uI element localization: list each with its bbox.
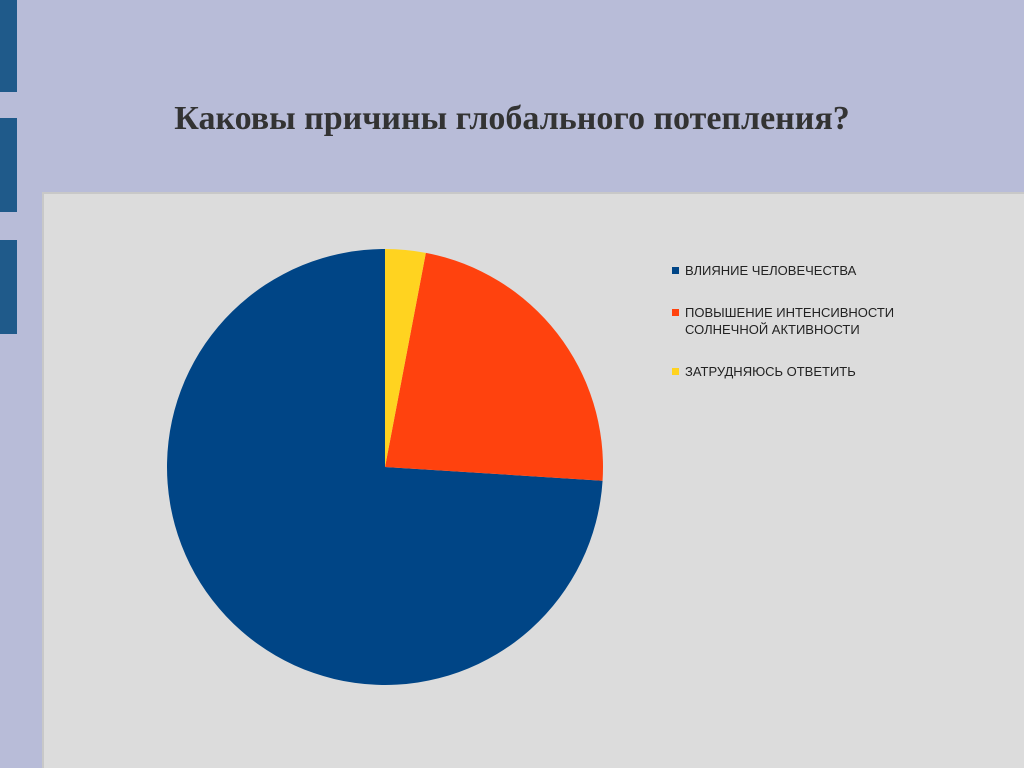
legend-item: ЗАТРУДНЯЮСЬ ОТВЕТИТЬ (672, 363, 912, 380)
side-bar (0, 240, 17, 334)
pie-slice (385, 249, 426, 467)
legend-label: ПОВЫШЕНИЕ ИНТЕНСИВНОСТИ СОЛНЕЧНОЙ АКТИВН… (685, 305, 895, 337)
chart-title: Каковы причины глобального потепления? (174, 100, 850, 137)
pie-slice (385, 252, 603, 481)
legend-swatch (672, 309, 679, 316)
legend-item: ВЛИЯНИЕ ЧЕЛОВЕЧЕСТВА (672, 262, 912, 279)
legend-swatch (672, 368, 679, 375)
pie-slice (166, 249, 603, 685)
legend: ВЛИЯНИЕ ЧЕЛОВЕЧЕСТВА ПОВЫШЕНИЕ ИНТЕНСИВНО… (672, 262, 912, 405)
legend-item: ПОВЫШЕНИЕ ИНТЕНСИВНОСТИ СОЛНЕЧНОЙ АКТИВН… (672, 304, 912, 338)
side-bar (0, 0, 17, 92)
legend-label: ВЛИЯНИЕ ЧЕЛОВЕЧЕСТВА (685, 263, 857, 278)
side-bar (0, 118, 17, 212)
legend-label: ЗАТРУДНЯЮСЬ ОТВЕТИТЬ (685, 364, 856, 379)
legend-swatch (672, 267, 679, 274)
